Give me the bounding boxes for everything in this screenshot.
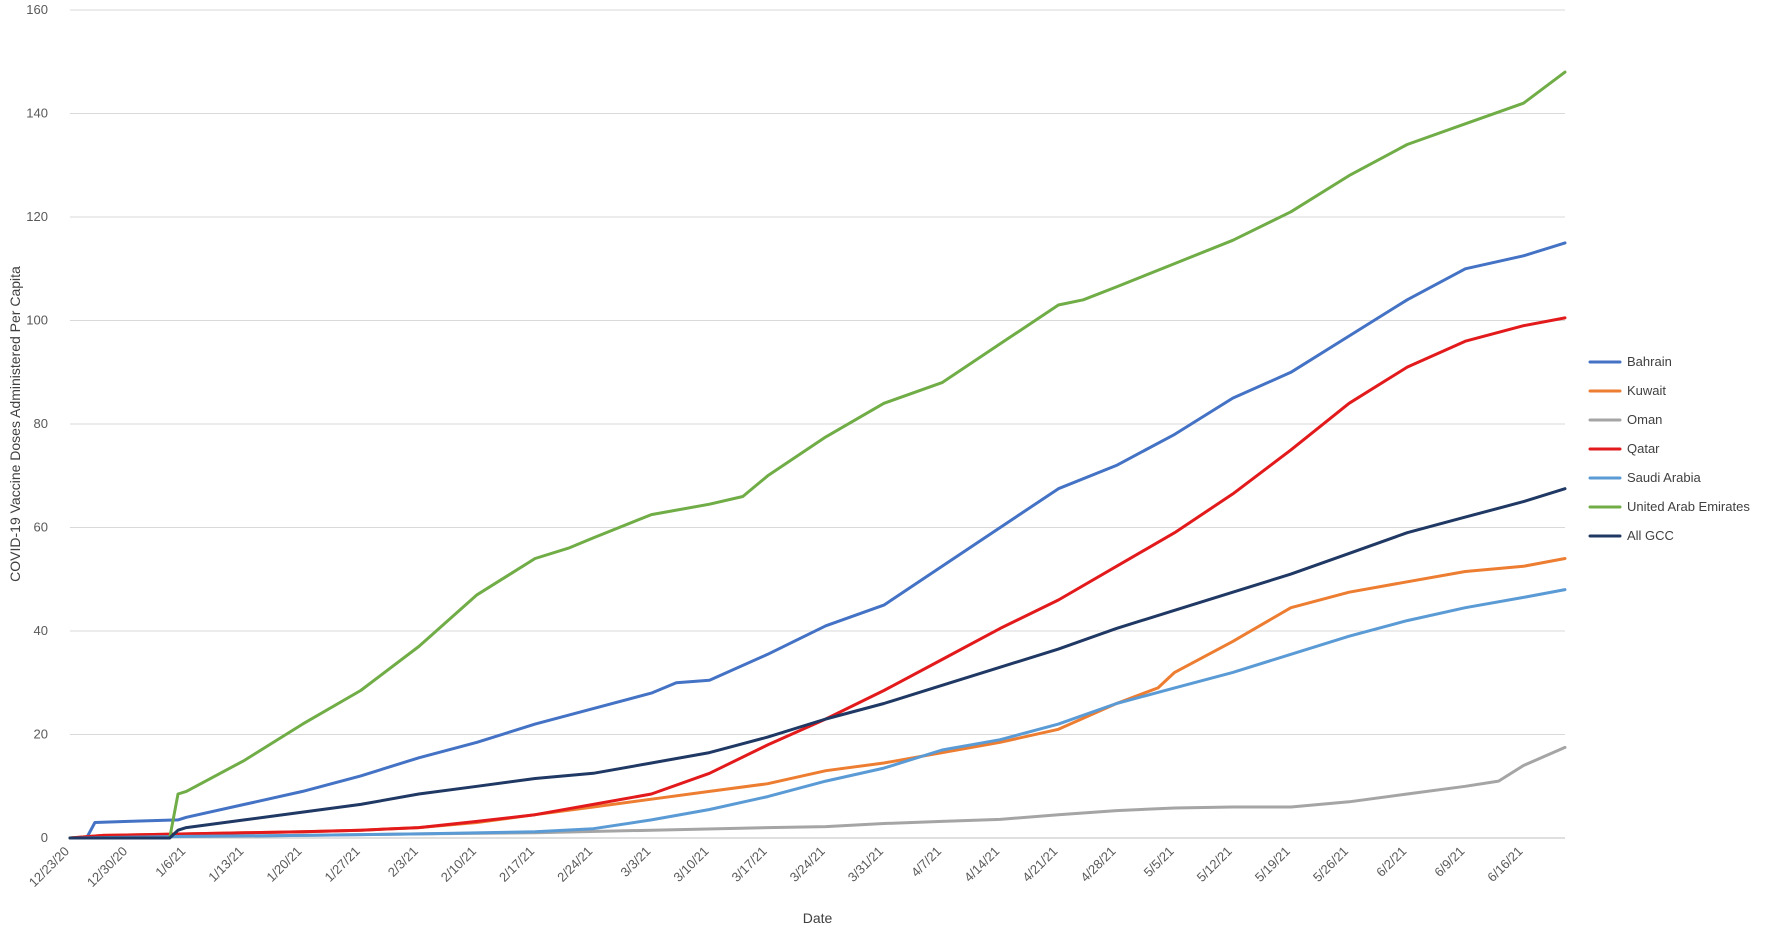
y-tick-label: 0	[41, 830, 48, 845]
x-tick-label: 5/12/21	[1194, 844, 1235, 885]
x-tick-label: 1/20/21	[263, 844, 304, 885]
x-axis-title: Date	[803, 910, 833, 926]
x-tick-label: 1/13/21	[205, 844, 246, 885]
y-tick-label: 160	[26, 2, 48, 17]
y-axis-tick-labels: 0 20 40 60 80 100 120 140 160	[26, 2, 48, 845]
x-tick-label: 2/10/21	[438, 844, 479, 885]
series-line-all-gcc	[68, 487, 1567, 840]
legend-item-saudi-arabia: Saudi Arabia	[1588, 470, 1701, 485]
x-tick-label: 4/21/21	[1019, 844, 1060, 885]
series-lines	[68, 70, 1567, 840]
legend-label: Qatar	[1627, 441, 1660, 456]
legend-label: Saudi Arabia	[1627, 470, 1701, 485]
legend: Bahrain Kuwait Oman Qatar Saudi Arabia United…	[1588, 354, 1750, 543]
x-tick-label: 6/2/21	[1373, 844, 1409, 880]
legend-label: Bahrain	[1627, 354, 1672, 369]
x-tick-label: 2/24/21	[554, 844, 595, 885]
y-tick-label: 100	[26, 313, 48, 328]
x-tick-label: 12/23/20	[26, 844, 72, 890]
legend-item-kuwait: Kuwait	[1588, 383, 1666, 398]
y-tick-label: 20	[34, 727, 48, 742]
x-tick-label: 2/3/21	[385, 844, 421, 880]
x-tick-label: 4/14/21	[961, 844, 1002, 885]
legend-item-all-gcc: All GCC	[1588, 528, 1674, 543]
y-tick-label: 80	[34, 416, 48, 431]
series-line-saudi-arabia	[68, 588, 1567, 840]
series-line-bahrain	[68, 241, 1567, 840]
legend-label: United Arab Emirates	[1627, 499, 1750, 514]
legend-label: Oman	[1627, 412, 1662, 427]
x-tick-label: 3/17/21	[729, 844, 770, 885]
legend-item-qatar: Qatar	[1588, 441, 1660, 456]
y-tick-label: 40	[34, 623, 48, 638]
y-tick-label: 60	[34, 520, 48, 535]
x-tick-label: 5/5/21	[1141, 844, 1177, 880]
legend-label: All GCC	[1627, 528, 1674, 543]
legend-item-united-arab-emirates: United Arab Emirates	[1588, 499, 1750, 514]
x-tick-label: 4/7/21	[908, 844, 944, 880]
x-tick-label: 5/19/21	[1252, 844, 1293, 885]
x-tick-label: 3/10/21	[670, 844, 711, 885]
x-tick-label: 1/27/21	[322, 844, 363, 885]
y-tick-label: 140	[26, 106, 48, 121]
x-tick-label: 5/26/21	[1310, 844, 1351, 885]
legend-item-oman: Oman	[1588, 412, 1662, 427]
series-line-kuwait	[68, 557, 1567, 840]
x-tick-label: 6/9/21	[1431, 844, 1467, 880]
x-tick-label: 2/17/21	[496, 844, 537, 885]
x-tick-label: 12/30/20	[84, 844, 130, 890]
x-tick-label: 3/3/21	[617, 844, 653, 880]
x-tick-label: 4/28/21	[1077, 844, 1118, 885]
y-tick-label: 120	[26, 209, 48, 224]
x-tick-label: 3/24/21	[787, 844, 828, 885]
legend-label: Kuwait	[1627, 383, 1666, 398]
x-tick-label: 3/31/21	[845, 844, 886, 885]
y-axis-title: COVID-19 Vaccine Doses Administered Per …	[7, 266, 23, 582]
series-line-united-arab-emirates	[68, 70, 1567, 840]
x-axis-tick-labels: 12/23/20 12/30/20 1/6/21 1/13/21 1/20/21 1/27…	[26, 844, 1526, 890]
series-line-qatar	[68, 316, 1567, 840]
gridlines	[70, 9, 1565, 839]
x-tick-label: 6/16/21	[1484, 844, 1525, 885]
x-tick-label: 1/6/21	[152, 844, 188, 880]
legend-item-bahrain: Bahrain	[1588, 354, 1672, 369]
